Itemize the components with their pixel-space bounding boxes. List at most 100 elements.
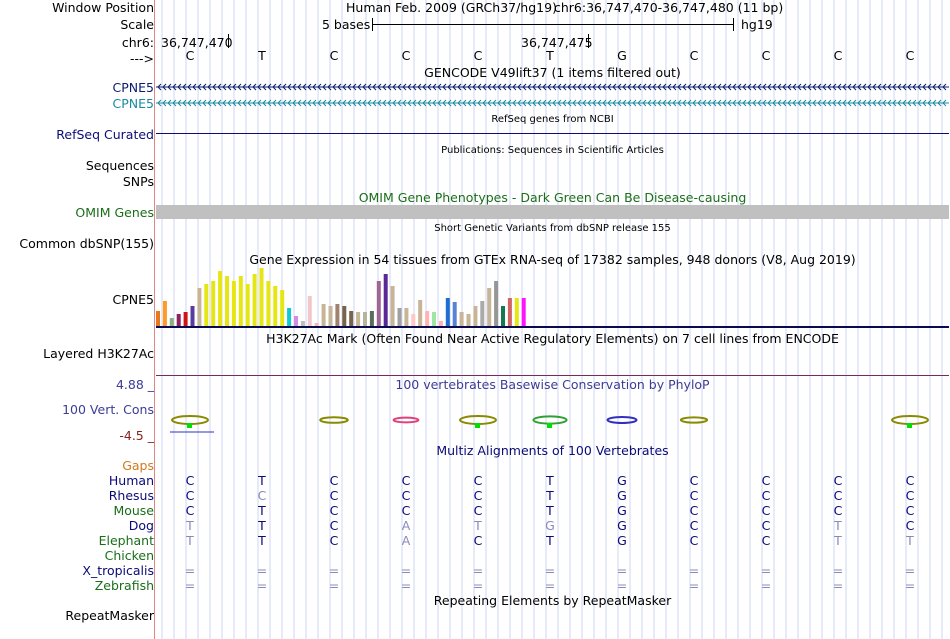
gtex-bar[interactable] bbox=[390, 286, 395, 326]
gtex-bar[interactable] bbox=[342, 306, 347, 326]
gtex-label[interactable]: CPNE5 bbox=[112, 292, 154, 307]
strand-chevron bbox=[747, 83, 752, 91]
gtex-bar[interactable] bbox=[369, 311, 374, 326]
refseq-label[interactable]: RefSeq Curated bbox=[56, 127, 154, 142]
strand-chevron bbox=[632, 99, 637, 107]
gtex-bar[interactable] bbox=[452, 302, 457, 326]
gtex-bar[interactable] bbox=[190, 306, 195, 326]
sequences-label[interactable]: Sequences bbox=[85, 158, 154, 173]
gtex-bar[interactable] bbox=[300, 321, 305, 326]
snps-label[interactable]: SNPs bbox=[122, 174, 154, 189]
gtex-bar[interactable] bbox=[411, 314, 416, 326]
gtex-bar[interactable] bbox=[294, 316, 298, 326]
h3k27-label[interactable]: Layered H3K27Ac bbox=[43, 346, 154, 361]
strand-chevron bbox=[677, 99, 682, 107]
species-label[interactable]: Zebrafish bbox=[94, 578, 154, 593]
gencode-item-1[interactable]: CPNE5 bbox=[112, 80, 154, 95]
aligned-base: C bbox=[689, 503, 699, 518]
gtex-bar[interactable] bbox=[211, 281, 216, 326]
gtex-bar[interactable] bbox=[507, 298, 512, 326]
species-label[interactable]: Human bbox=[108, 473, 154, 488]
gtex-bar[interactable] bbox=[183, 312, 188, 326]
species-label[interactable]: Dog bbox=[128, 518, 154, 533]
gtex-bar[interactable] bbox=[156, 311, 160, 326]
gencode-transcripts[interactable] bbox=[0, 0, 950, 120]
gtex-bar[interactable] bbox=[335, 304, 340, 326]
gtex-bar[interactable] bbox=[231, 281, 236, 326]
gtex-bar[interactable] bbox=[459, 312, 464, 326]
strand-chevron bbox=[467, 83, 472, 91]
aligned-base: C bbox=[329, 488, 339, 503]
gtex-bar[interactable] bbox=[169, 318, 174, 326]
omim-label[interactable]: OMIM Genes bbox=[75, 205, 154, 220]
strand-chevron bbox=[362, 83, 367, 91]
strand-chevron bbox=[172, 99, 177, 107]
gtex-bar[interactable] bbox=[238, 276, 243, 326]
gtex-bar[interactable] bbox=[404, 308, 409, 326]
gtex-bar[interactable] bbox=[432, 312, 436, 326]
gtex-bar[interactable] bbox=[501, 306, 505, 326]
gtex-bar[interactable] bbox=[197, 288, 202, 326]
gtex-bar[interactable] bbox=[473, 306, 478, 326]
strand-chevron bbox=[697, 83, 702, 91]
gtex-bar[interactable] bbox=[397, 308, 402, 326]
gtex-bar[interactable] bbox=[383, 274, 388, 326]
strand-chevron bbox=[832, 99, 837, 107]
species-label[interactable]: Chicken bbox=[104, 548, 154, 563]
gtex-bar[interactable] bbox=[252, 274, 257, 326]
gtex-bar[interactable] bbox=[438, 321, 443, 326]
gtex-bar[interactable] bbox=[376, 281, 381, 326]
gtex-bar[interactable] bbox=[225, 276, 229, 326]
gtex-bar[interactable] bbox=[162, 301, 167, 326]
window-position[interactable]: chr6:36,747,470-36,747,480 (11 bp) bbox=[554, 0, 784, 15]
gtex-bar[interactable] bbox=[204, 284, 209, 326]
gtex-bar[interactable] bbox=[356, 312, 361, 326]
aligned-base: C bbox=[473, 473, 483, 488]
gtex-bar[interactable] bbox=[480, 301, 485, 326]
gtex-bar[interactable] bbox=[487, 288, 492, 326]
strand-chevron bbox=[312, 83, 317, 91]
gtex-bar[interactable] bbox=[314, 323, 319, 326]
gtex-bar[interactable] bbox=[521, 298, 526, 326]
gtex-bar[interactable] bbox=[363, 312, 367, 326]
species-label[interactable]: Elephant bbox=[98, 533, 154, 548]
species-label[interactable]: Rhesus bbox=[108, 488, 154, 503]
gtex-bar[interactable] bbox=[445, 298, 450, 326]
gtex-bar[interactable] bbox=[307, 296, 312, 326]
gtex-bar[interactable] bbox=[218, 271, 223, 326]
gtex-bar[interactable] bbox=[425, 311, 430, 326]
gtex-bar[interactable] bbox=[259, 268, 264, 326]
aligned-base: T bbox=[546, 503, 554, 518]
gtex-bar-chart[interactable] bbox=[0, 0, 950, 340]
gtex-bar[interactable] bbox=[321, 304, 326, 326]
gtex-bar[interactable] bbox=[280, 290, 285, 326]
gtex-bar[interactable] bbox=[494, 281, 499, 326]
aligned-base: = bbox=[832, 578, 844, 593]
gtex-bar[interactable] bbox=[514, 298, 519, 326]
gtex-bar[interactable] bbox=[266, 281, 271, 326]
strand-chevron bbox=[482, 99, 487, 107]
species-label[interactable]: Mouse bbox=[113, 503, 154, 518]
gtex-bar[interactable] bbox=[418, 300, 423, 326]
omim-bar[interactable] bbox=[156, 205, 949, 219]
strand-chevron bbox=[307, 83, 312, 91]
cons-label[interactable]: 100 Vert. Cons bbox=[62, 402, 154, 417]
gtex-bar[interactable] bbox=[176, 314, 181, 326]
gtex-bar[interactable] bbox=[245, 284, 250, 326]
gencode-item-2[interactable]: CPNE5 bbox=[112, 96, 154, 111]
cons-glyph bbox=[679, 416, 709, 424]
gtex-bar[interactable] bbox=[328, 306, 333, 326]
strand-chevron bbox=[202, 83, 207, 91]
conservation-plot[interactable] bbox=[0, 0, 950, 450]
gtex-bar[interactable] bbox=[287, 308, 292, 326]
dbsnp-label[interactable]: Common dbSNP(155) bbox=[19, 236, 154, 251]
gtex-bar[interactable] bbox=[273, 286, 278, 326]
species-label[interactable]: X_tropicalis bbox=[82, 563, 154, 578]
gaps-label[interactable]: Gaps bbox=[122, 458, 154, 473]
gtex-bar[interactable] bbox=[349, 311, 354, 326]
repeat-label[interactable]: RepeatMasker bbox=[65, 608, 154, 623]
strand-chevron bbox=[612, 99, 617, 107]
refseq-gene-line[interactable] bbox=[156, 133, 949, 134]
strand-chevron bbox=[942, 83, 947, 91]
gtex-bar[interactable] bbox=[466, 314, 471, 326]
